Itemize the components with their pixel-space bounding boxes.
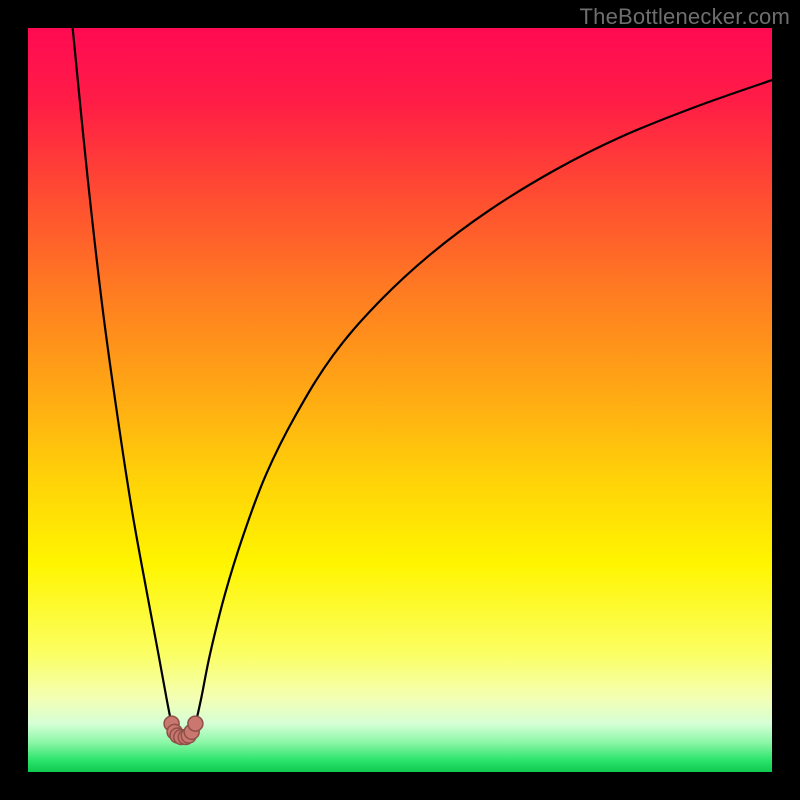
gradient-background: [28, 28, 772, 772]
bottleneck-curve-chart: [28, 28, 772, 772]
valley-marker: [188, 716, 203, 731]
watermark-text: TheBottlenecker.com: [580, 4, 790, 30]
figure-container: TheBottlenecker.com: [0, 0, 800, 800]
